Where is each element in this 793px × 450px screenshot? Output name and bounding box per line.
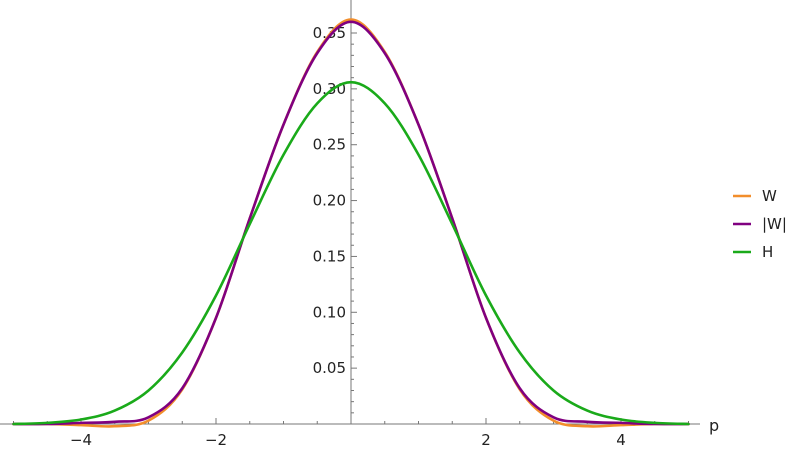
legend: W |W| H [733, 187, 787, 261]
series-line-abs-w [12, 20, 690, 426]
x-tick-label: −2 [205, 431, 227, 449]
y-tick-label: 0.30 [313, 80, 346, 98]
series-line-w [12, 18, 690, 428]
x-tick-label: 4 [616, 431, 626, 449]
y-tick-label: 0.05 [313, 359, 346, 377]
x-tick-label: 2 [481, 431, 491, 449]
legend-label: |W| [762, 215, 787, 233]
y-tick-label: 0.10 [313, 303, 346, 321]
y-tick-label: 0.25 [313, 136, 346, 154]
y-tick-label: 0.20 [313, 192, 346, 210]
legend-label: W [762, 187, 777, 205]
series-line-h [12, 80, 690, 426]
axes: −4 −2 2 40.050.100.150.200.250.300.35p [0, 0, 719, 449]
y-tick-label: 0.15 [313, 247, 346, 265]
x-tick-label: −4 [70, 431, 92, 449]
series-group [12, 18, 690, 428]
legend-label: H [762, 243, 773, 261]
x-axis-label: p [709, 416, 719, 435]
